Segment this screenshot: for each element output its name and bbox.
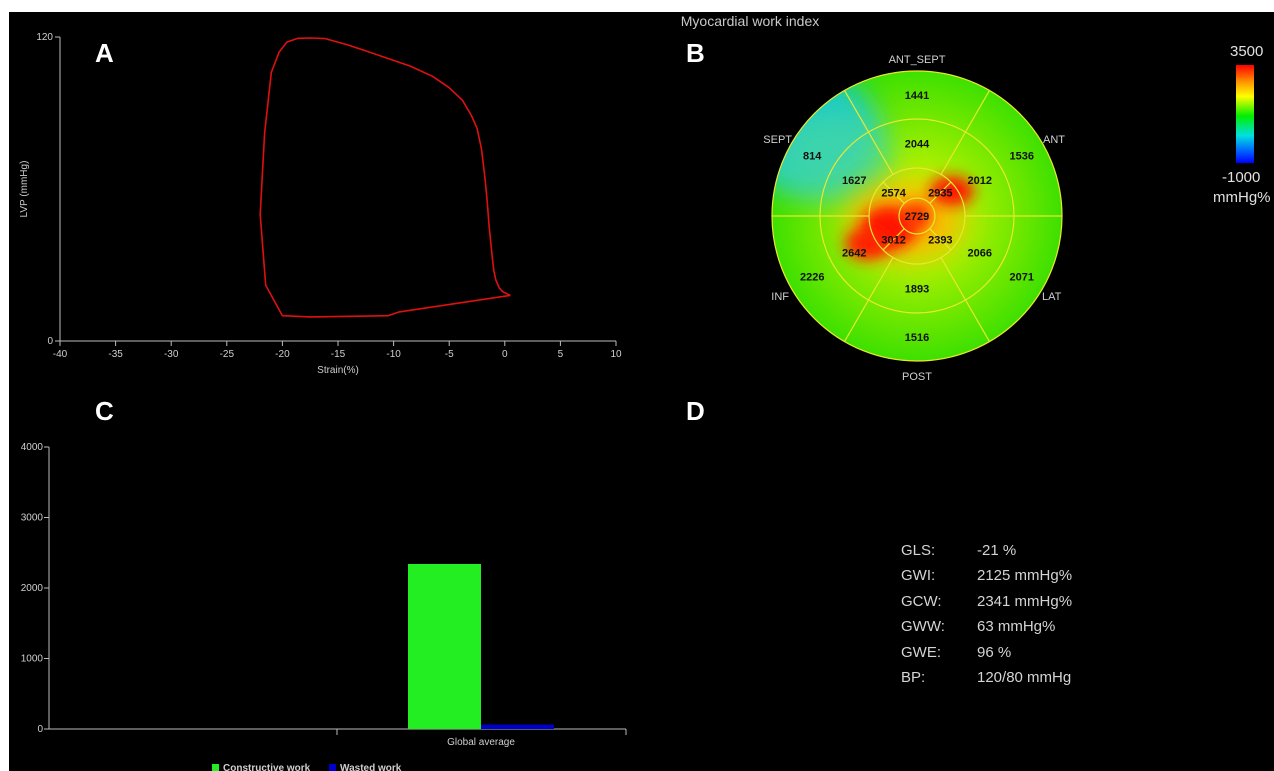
- mid-segment-value: 1627: [842, 175, 866, 187]
- wall-label-ant-sept: ANT_SEPT: [889, 54, 946, 66]
- x-tick-label: -25: [220, 349, 235, 360]
- global-work-bar-chart: 0 1000 2000 3000 4000 Global average Construct…: [21, 442, 627, 771]
- wall-label-ant: ANT: [1043, 134, 1065, 146]
- stat-label: GWW:: [901, 618, 945, 636]
- mid-segment-value: 1893: [905, 284, 929, 296]
- color-scale-bar: [1236, 65, 1254, 163]
- legend-label: Wasted work: [340, 763, 402, 771]
- basal-divider: [843, 299, 870, 342]
- myocardial-work-bullseye: 1441 1536 2071 1516 2226 814 2044 2012 2066 1893 2…: [763, 54, 1065, 383]
- stat-value: 2125 mmHg%: [977, 567, 1073, 585]
- stat-value: 96 %: [977, 643, 1012, 661]
- basal-divider: [964, 299, 991, 342]
- basal-segment-value: 1441: [905, 90, 929, 102]
- stat-label: GCW:: [901, 592, 942, 610]
- mid-segment-value: 2066: [968, 247, 992, 259]
- mid-segment-value: 2642: [842, 247, 866, 259]
- basal-segment-value: 1536: [1010, 151, 1034, 163]
- wall-label-lat: LAT: [1042, 291, 1062, 303]
- mid-segment-value: 2044: [905, 139, 930, 151]
- basal-segment-value: 2226: [800, 272, 824, 284]
- bullseye-ring: [898, 197, 936, 235]
- stat-label: GWI:: [901, 567, 936, 585]
- pressure-strain-loop-chart: -40 -35 -30 -25 -20 -15 -10 -5 0 5 10 0 120 Strain(%)…: [19, 32, 622, 376]
- panel-label-d: D: [686, 396, 705, 426]
- y-tick-label: 3000: [21, 513, 44, 524]
- y-tick-label: 2000: [21, 583, 44, 594]
- stat-value: 120/80 mmHg: [977, 668, 1072, 686]
- basal-divider: [964, 90, 991, 133]
- page-title: Myocardial work index: [680, 13, 820, 29]
- mid-divider: [867, 131, 894, 175]
- apical-divider: [882, 228, 905, 251]
- wall-label-sept: SEPT: [763, 134, 792, 146]
- bar-wasted-work: [481, 724, 554, 729]
- y-axis-label: LVP (mmHg): [19, 161, 30, 218]
- legend-swatch: [329, 764, 336, 771]
- stat-value: 63 mmHg%: [977, 618, 1056, 636]
- mid-divider: [940, 131, 967, 175]
- window-top-border: [0, 0, 1274, 12]
- y-tick-label: 120: [36, 32, 53, 43]
- basal-segment-value: 814: [803, 151, 822, 163]
- x-tick-label: -5: [445, 349, 454, 360]
- y-tick-label: 0: [37, 724, 43, 735]
- mid-divider: [867, 257, 894, 301]
- panel-label-b: B: [686, 38, 705, 68]
- mid-divider: [940, 257, 967, 301]
- x-axis-label: Strain(%): [317, 365, 359, 376]
- apical-divider: [882, 181, 905, 204]
- y-tick-label: 0: [47, 336, 53, 347]
- apical-segment-value: 2393: [928, 234, 952, 246]
- mid-segment-value: 2012: [968, 175, 992, 187]
- stat-label: BP:: [901, 668, 926, 686]
- color-scale-unit: mmHg%: [1213, 189, 1271, 206]
- x-tick-label: -15: [331, 349, 346, 360]
- heat-region-red-apex: [903, 202, 931, 230]
- apical-segment-value: 2574: [881, 188, 906, 200]
- apical-divider: [929, 228, 952, 251]
- x-tick-label: -10: [386, 349, 401, 360]
- wall-label-post: POST: [902, 371, 932, 383]
- wall-label-inf: INF: [771, 291, 789, 303]
- stat-label: GWE:: [901, 643, 941, 661]
- window-left-border: [0, 0, 9, 771]
- x-tick-label: -30: [164, 349, 179, 360]
- bar-constructive-work: [408, 563, 481, 729]
- x-tick-label: 5: [558, 349, 564, 360]
- y-tick-label: 4000: [21, 442, 44, 453]
- apical-divider: [929, 181, 952, 204]
- basal-segment-value: 1516: [905, 332, 929, 344]
- panel-label-c: C: [95, 396, 114, 426]
- legend-label: Constructive work: [223, 763, 311, 771]
- color-scale-max: 3500: [1230, 43, 1264, 60]
- stat-value: -21 %: [977, 542, 1017, 559]
- x-tick-label: -35: [108, 349, 123, 360]
- apex-value: 2729: [905, 211, 929, 223]
- x-tick-label: 0: [502, 349, 508, 360]
- y-tick-label: 1000: [21, 654, 44, 665]
- heat-region-red-inf-mid: [845, 228, 889, 260]
- stat-value: 2341 mmHg%: [977, 592, 1073, 610]
- basal-divider: [843, 90, 870, 133]
- apical-segment-value: 3012: [881, 234, 905, 246]
- x-tick-label: -20: [275, 349, 290, 360]
- panel-label-a: A: [95, 38, 114, 68]
- x-tick-label: -40: [53, 349, 68, 360]
- bullseye-color-map: [772, 71, 1062, 361]
- pressure-strain-loop-line: [259, 37, 511, 318]
- stat-label: GLS:: [901, 542, 936, 559]
- x-category-label: Global average: [447, 737, 515, 748]
- heat-region-mid-low: [772, 111, 892, 201]
- color-scale-min: -1000: [1222, 169, 1261, 186]
- heat-region-red-ant: [930, 176, 974, 206]
- basal-segment-value: 2071: [1010, 272, 1034, 284]
- x-tick-label: 10: [610, 349, 622, 360]
- legend-swatch: [212, 764, 219, 771]
- apical-segment-value: 2935: [928, 188, 952, 200]
